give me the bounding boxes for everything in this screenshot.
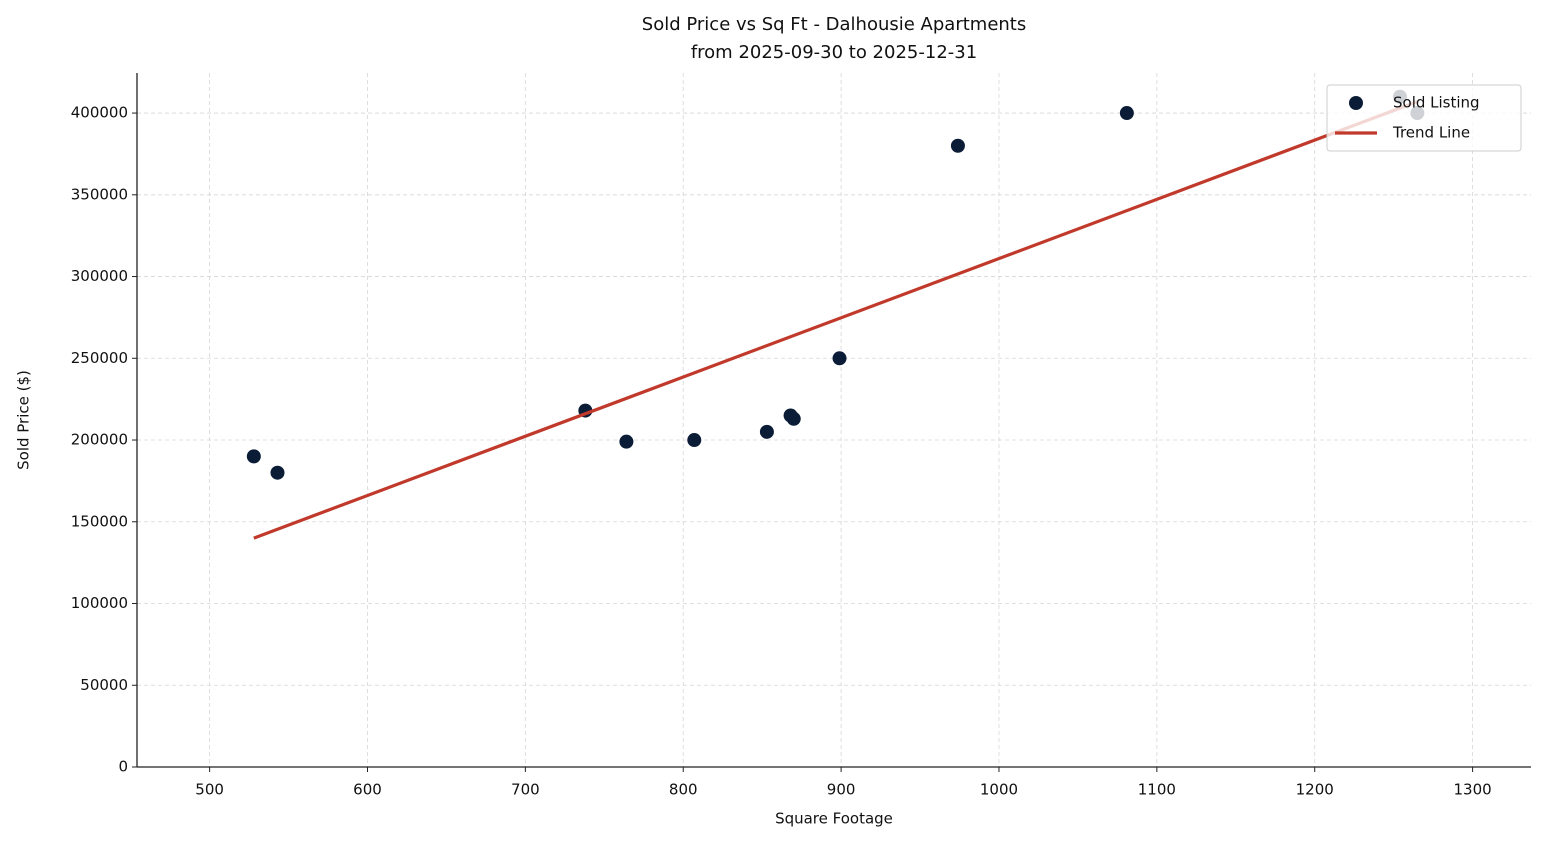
y-tick-label: 250000 <box>71 349 128 367</box>
x-tick-label: 900 <box>827 781 856 799</box>
x-tick-label: 1000 <box>980 781 1018 799</box>
data-point <box>619 434 634 449</box>
x-axis-label: Square Footage <box>775 810 893 828</box>
x-tick-label: 600 <box>353 781 382 799</box>
y-tick-label: 50000 <box>80 676 128 694</box>
y-tick-label: 300000 <box>71 267 128 285</box>
legend-label: Sold Listing <box>1393 94 1480 112</box>
x-tick-label: 1100 <box>1138 781 1176 799</box>
legend: Sold Listing Trend Line <box>1326 84 1522 152</box>
data-point <box>759 424 774 439</box>
legend-label: Trend Line <box>1392 124 1470 142</box>
data-point <box>687 433 702 448</box>
y-tick-label: 200000 <box>71 431 128 449</box>
y-axis-label: Sold Price ($) <box>15 370 33 470</box>
chart-title: Sold Price vs Sq Ft - Dalhousie Apartmen… <box>642 14 1026 35</box>
y-tick-label: 0 <box>118 758 128 776</box>
x-tick-label: 1300 <box>1453 781 1491 799</box>
x-tick-label: 1200 <box>1296 781 1334 799</box>
x-tick-label: 700 <box>511 781 540 799</box>
y-tick-label: 400000 <box>71 104 128 122</box>
data-point <box>832 351 847 366</box>
data-point <box>1119 106 1134 121</box>
legend-marker <box>1349 96 1363 110</box>
data-point <box>950 138 965 153</box>
y-tick-label: 100000 <box>71 594 128 612</box>
x-tick-label: 500 <box>195 781 224 799</box>
chart-subtitle: from 2025-09-30 to 2025-12-31 <box>691 42 977 63</box>
data-point <box>786 411 801 426</box>
x-tick-label: 800 <box>669 781 698 799</box>
y-tick-label: 150000 <box>71 512 128 530</box>
data-point <box>246 449 261 464</box>
y-tick-label: 350000 <box>71 185 128 203</box>
trend-line <box>253 100 1418 540</box>
data-point <box>270 465 285 480</box>
